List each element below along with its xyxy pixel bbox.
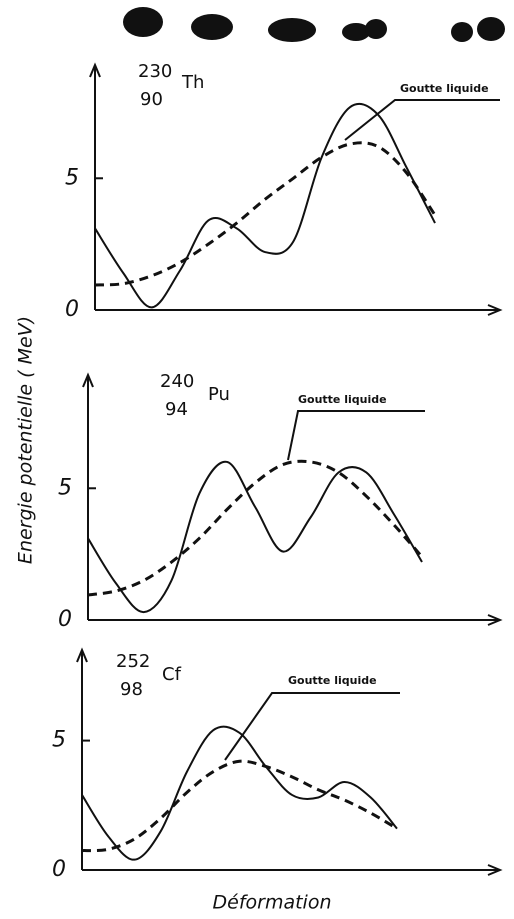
y-axis [89,62,101,310]
liquid-drop-curve [81,759,398,853]
annotation-leader [224,692,400,761]
atomic-number: 90 [140,89,163,110]
y-tick-label: 0 [58,607,72,632]
y-axis [76,647,88,870]
element-symbol: Th [181,72,204,93]
potential-curve [94,102,436,309]
y-tick-label: 5 [65,165,79,190]
x-axis [82,864,503,876]
y-tick-label: 0 [52,857,66,882]
y-tick-label: 5 [58,475,72,500]
annotation: Goutte liquide [288,674,377,687]
liquid-drop-curve [87,459,424,597]
potential-curve [87,460,423,614]
annotation-leader [287,410,425,461]
liquid-drop-curve [94,141,437,287]
y-axis [82,372,94,620]
mass-number: 230 [138,61,172,82]
annotation-leader [344,99,500,141]
x-axis [88,614,503,626]
y-axis-label: Energie potentielle ( MeV) [15,316,37,564]
potential-curve [81,725,398,861]
y-tick-label: 5 [52,728,66,753]
y-tick-label: 0 [65,297,79,322]
annotation: Goutte liquide [298,393,387,406]
element-symbol: Cf [162,664,182,685]
atomic-number: 94 [165,399,188,420]
x-axis [95,304,503,316]
atomic-number: 98 [120,679,143,700]
nucleus-shapes [123,7,505,42]
annotation: Goutte liquide [400,82,489,95]
mass-number: 240 [160,371,194,392]
element-symbol: Pu [208,384,230,405]
mass-number: 252 [116,651,150,672]
x-axis-label: Déformation [213,892,332,914]
